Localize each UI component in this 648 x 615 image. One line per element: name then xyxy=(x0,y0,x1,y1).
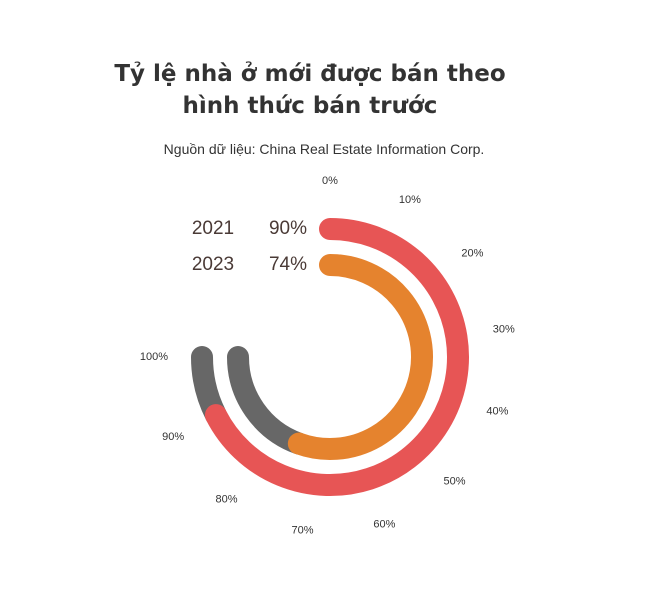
tick-label: 60% xyxy=(373,518,395,530)
tick-label: 20% xyxy=(461,247,483,259)
chart-title: Tỷ lệ nhà ở mới được bán theo hình thức … xyxy=(60,58,560,122)
legend-year-2023: 2023 xyxy=(192,254,234,275)
tick-label: 80% xyxy=(215,493,237,505)
legend-year-2021: 2021 xyxy=(192,218,234,239)
tick-label: 100% xyxy=(140,351,168,363)
value-arc-2023[interactable] xyxy=(287,254,433,460)
chart-subtitle: Nguồn dữ liệu: China Real Estate Informa… xyxy=(163,141,485,157)
chart-title-line-1: Tỷ lệ nhà ở mới được bán theo xyxy=(114,61,506,87)
remainder-arc-2023 xyxy=(227,346,310,455)
tick-label: 40% xyxy=(486,405,508,417)
tick-label: 50% xyxy=(443,475,465,487)
chart-title-line-2: hình thức bán trước xyxy=(182,93,438,119)
tick-label: 10% xyxy=(399,194,421,206)
legend-value-2021: 90% xyxy=(269,218,307,239)
tick-label: 90% xyxy=(162,431,184,443)
tick-label: 0% xyxy=(322,175,338,187)
legend-value-2023: 74% xyxy=(269,254,307,275)
tick-label: 70% xyxy=(291,525,313,537)
value-arc-2021[interactable] xyxy=(204,218,469,496)
tick-label: 30% xyxy=(493,323,515,335)
